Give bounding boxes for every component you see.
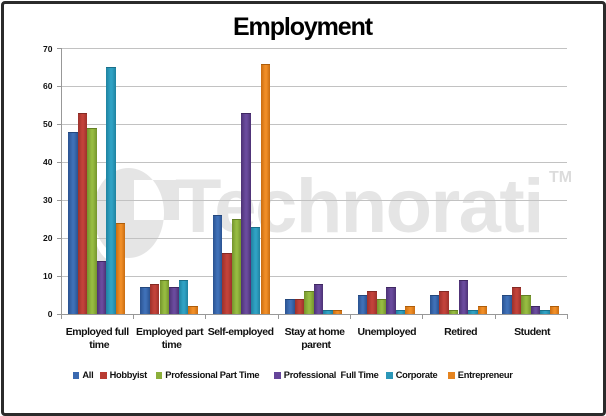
svg-text:TM: TM	[549, 169, 572, 186]
svg-text:Technorati: Technorati	[175, 164, 543, 249]
